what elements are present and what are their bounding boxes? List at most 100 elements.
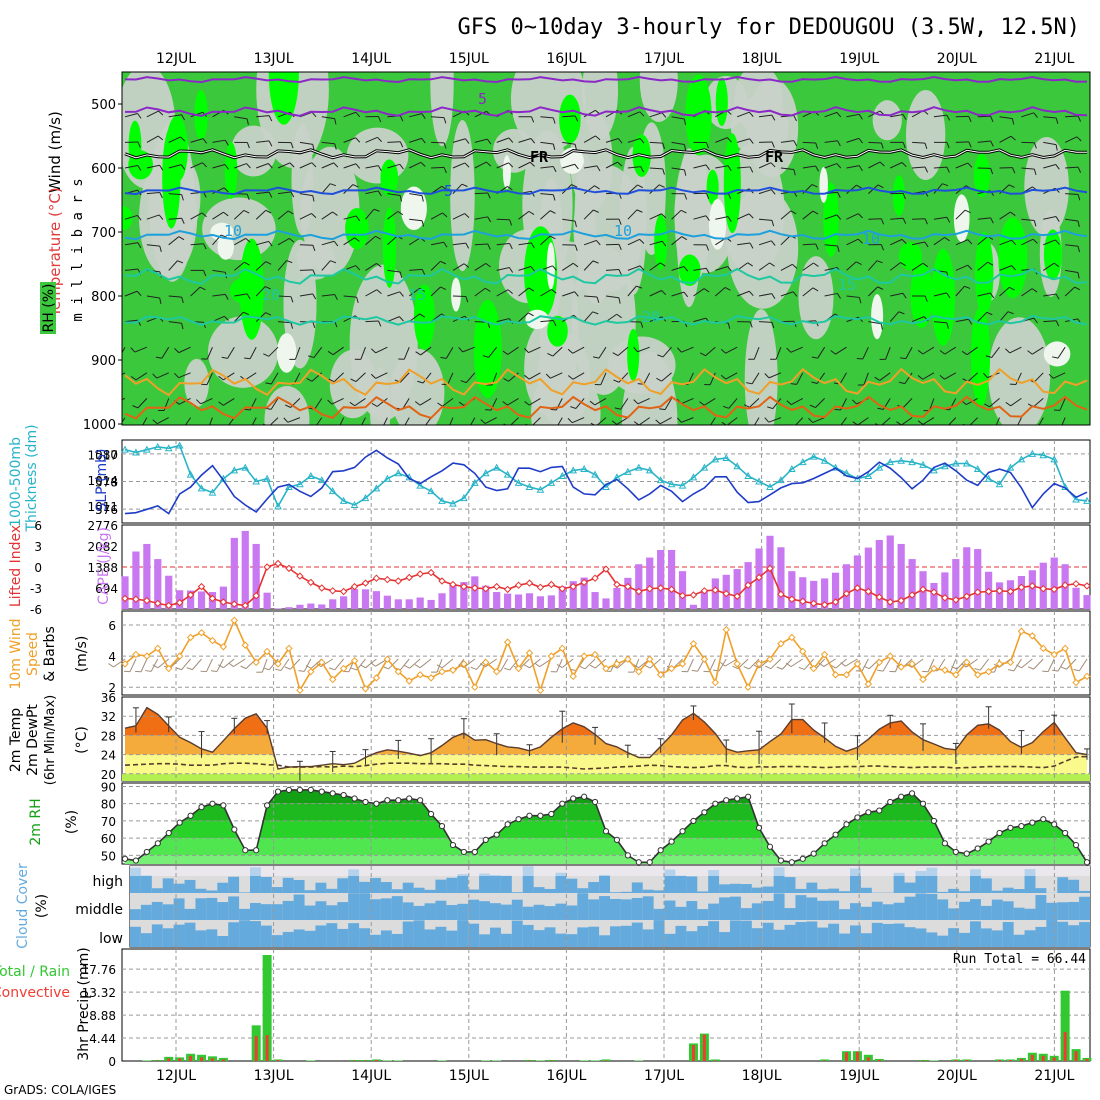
- wind10m-speed-point: [219, 643, 228, 651]
- upper-wind-barb: [1065, 166, 1082, 173]
- cloud-cell: [773, 867, 786, 893]
- upper-wind-barb: [659, 398, 673, 411]
- upper-wind-barb: [482, 346, 498, 358]
- cape-bar: [733, 569, 741, 609]
- rh-dry-region: [872, 100, 902, 141]
- cloud-cell: [904, 927, 916, 947]
- upper-wind-barb: [1021, 141, 1037, 149]
- cloud-cell: [588, 882, 600, 893]
- upper-wind-barb: [1053, 398, 1066, 411]
- upper-wind-barb: [440, 346, 454, 359]
- cloud-cell: [751, 928, 764, 947]
- cloud-cell-bg: [533, 866, 546, 893]
- cloud-cell: [719, 932, 731, 947]
- upper-wind-barb: [190, 162, 208, 169]
- upper-wind-barb: [671, 116, 687, 126]
- cloud-cell: [664, 900, 676, 920]
- cape-bar: [504, 593, 512, 609]
- cloud-cell: [479, 934, 491, 947]
- upper-wind-barb: [277, 210, 294, 220]
- thickness-point: [700, 463, 709, 471]
- cloud-cell: [151, 888, 164, 893]
- rh-band: [125, 855, 1087, 864]
- rh-dry-region: [570, 109, 613, 212]
- wind-tick-label: 4: [108, 650, 116, 664]
- cloud-cell: [446, 905, 458, 920]
- rh2m-point: [974, 845, 981, 852]
- rh-very-dry-region: [953, 194, 970, 243]
- upper-wind-barb: [605, 313, 622, 323]
- cloud-cell: [391, 933, 404, 947]
- upper-wind-barb: [780, 167, 796, 176]
- upper-wind-barb: [168, 114, 185, 121]
- upper-wind-barb: [999, 116, 1015, 125]
- cloud-cell: [577, 888, 589, 893]
- upper-wind-barb: [941, 417, 957, 425]
- thickness-point: [143, 445, 151, 453]
- wind10m-speed-point: [1061, 644, 1069, 653]
- isotherm-line: [124, 367, 1088, 397]
- thickness-point: [875, 463, 884, 471]
- upper-wind-barb: [122, 346, 126, 354]
- cloud-cell-bg: [511, 866, 524, 893]
- lifted-index-point: [711, 586, 720, 594]
- precip-tick-label: 13.32: [82, 986, 116, 1000]
- wind10m-barb: [922, 658, 935, 673]
- lifted-index-point: [1083, 582, 1091, 590]
- rh-tick-label: 90: [101, 780, 116, 794]
- cape-bar: [897, 543, 905, 609]
- upper-wind-barb: [722, 398, 738, 409]
- upper-wind-barb: [583, 260, 599, 271]
- precip-total-bar: [262, 955, 272, 1061]
- upper-wind-barb: [890, 114, 907, 120]
- precip-total-bar: [820, 1059, 830, 1061]
- precip-convective-bar: [877, 1059, 881, 1061]
- precip-convective-bar: [167, 1058, 171, 1061]
- upper-wind-barb: [168, 260, 184, 271]
- cloud-cell: [130, 926, 142, 947]
- upper-wind-barb: [122, 397, 126, 401]
- upper-wind-barb: [256, 163, 273, 169]
- lifted-index-point: [995, 587, 1004, 595]
- top-date-label: 17JUL: [644, 51, 684, 67]
- pressure-tick-label: 800: [91, 290, 116, 305]
- upper-wind-barb: [365, 208, 380, 220]
- upper-wind-barb: [846, 184, 862, 194]
- thickness-tick-label: 578: [95, 476, 118, 490]
- cloud-cell: [555, 872, 567, 893]
- upper-wind-barb: [263, 346, 279, 357]
- cape-bar: [831, 572, 840, 609]
- cloud-cell: [337, 902, 349, 920]
- precip-convective-bar: [364, 1060, 367, 1061]
- cape-bar: [252, 543, 260, 609]
- upper-wind-barb: [1043, 116, 1059, 124]
- cloud-cell: [893, 923, 906, 947]
- wind10m-speed-point: [307, 667, 315, 676]
- wind10m-speed-point: [569, 672, 577, 681]
- upper-wind-barb: [523, 346, 541, 354]
- cloud-cell: [359, 928, 371, 947]
- upper-wind-barb: [277, 162, 295, 169]
- cloud-cell: [751, 903, 764, 920]
- thickness-point: [514, 478, 523, 486]
- upper-wind-barb: [142, 417, 148, 425]
- cloud-cell-bg: [479, 920, 491, 947]
- cloud-cover-unit: (%): [34, 894, 50, 918]
- upper-wind-barb: [933, 183, 949, 194]
- rh-moist-region: [685, 74, 712, 156]
- thickness-point: [984, 474, 993, 482]
- temp-tick-label: 20: [101, 768, 116, 782]
- upper-wind-barb: [387, 193, 402, 202]
- cape-bar: [689, 604, 698, 609]
- wind10m-speed-point: [263, 647, 271, 656]
- cape-bar: [613, 587, 621, 609]
- upper-wind-barb: [1009, 372, 1022, 386]
- cape-bar: [864, 547, 872, 609]
- cloud-cell: [991, 930, 1004, 947]
- cloud-cell: [828, 888, 840, 893]
- upper-wind-barb: [567, 372, 585, 380]
- wind10m-speed-point: [175, 652, 184, 660]
- upper-wind-barb: [190, 286, 206, 297]
- upper-wind-barb: [201, 347, 213, 360]
